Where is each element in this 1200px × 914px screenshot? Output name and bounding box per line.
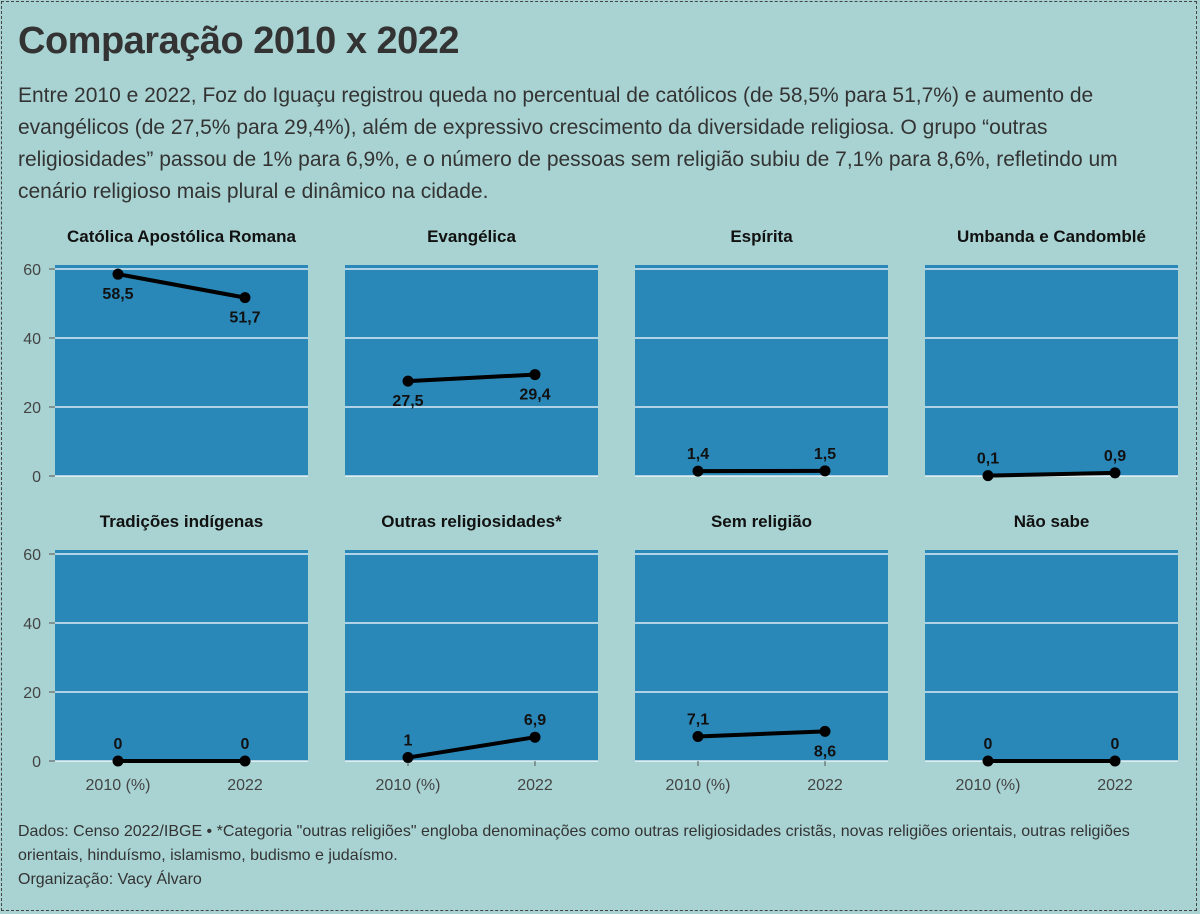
data-point-evangelica (402, 375, 414, 387)
panel-espirita (635, 265, 888, 476)
panel-umbanda-e-candomble (925, 265, 1178, 476)
data-point-evangelica (529, 369, 541, 381)
panel-title-catolica-apostolica-romana: Católica Apostólica Romana (67, 227, 296, 246)
data-point-outras-religiosidades (402, 752, 414, 764)
data-label-outras-religiosidades: 6,9 (524, 712, 546, 729)
data-point-sem-religiao (692, 731, 704, 743)
y-tick-label: 60 (23, 547, 41, 564)
y-tick-label: 0 (32, 469, 41, 486)
data-label-tradicoes-indigenas: 0 (114, 736, 123, 753)
data-label-sem-religiao: 7,1 (687, 712, 709, 729)
panel-title-umbanda-e-candomble: Umbanda e Candomblé (957, 227, 1146, 246)
data-label-catolica-apostolica-romana: 58,5 (102, 286, 133, 303)
x-tick-label: 2022 (227, 777, 263, 794)
panel-title-outras-religiosidades: Outras religiosidades* (381, 512, 562, 531)
data-point-tradicoes-indigenas (239, 755, 251, 767)
data-label-catolica-apostolica-romana: 51,7 (229, 310, 260, 327)
chart-subtitle: Entre 2010 e 2022, Foz do Iguaçu registr… (18, 84, 1118, 203)
panel-nao-sabe (925, 550, 1178, 761)
data-point-umbanda-e-candomble (1109, 467, 1121, 479)
data-label-umbanda-e-candomble: 0,1 (977, 451, 999, 468)
data-label-sem-religiao: 8,6 (814, 743, 836, 760)
data-label-evangelica: 27,5 (392, 393, 423, 410)
data-point-espirita (819, 465, 831, 477)
x-tick-label: 2010 (%) (666, 777, 731, 794)
data-point-nao-sabe (1109, 755, 1121, 767)
chart-caption: Dados: Censo 2022/IBGE • *Categoria "out… (18, 820, 1178, 892)
panel-outras-religiosidades (345, 550, 598, 761)
y-tick-label: 40 (23, 331, 41, 348)
data-point-espirita (692, 465, 704, 477)
data-point-umbanda-e-candomble (982, 470, 994, 482)
y-tick-label: 60 (23, 262, 41, 279)
data-label-tradicoes-indigenas: 0 (241, 736, 250, 753)
series-line-umbanda-e-candomble (986, 470, 1117, 478)
y-tick-label: 20 (23, 685, 41, 702)
data-label-evangelica: 29,4 (519, 387, 550, 404)
data-label-umbanda-e-candomble: 0,9 (1104, 448, 1126, 465)
data-label-nao-sabe: 0 (1111, 736, 1120, 753)
x-tick-label: 2022 (807, 777, 843, 794)
data-label-espirita: 1,5 (814, 446, 836, 463)
x-tick-label: 2010 (%) (956, 777, 1021, 794)
caption-source: Dados: Censo 2022/IBGE • *Categoria "out… (18, 823, 1130, 864)
panel-tradicoes-indigenas (55, 550, 308, 761)
data-point-catolica-apostolica-romana (112, 268, 124, 280)
series-line-evangelica (406, 372, 537, 384)
panel-title-espirita: Espírita (730, 227, 793, 246)
data-label-nao-sabe: 0 (984, 736, 993, 753)
data-point-tradicoes-indigenas (112, 755, 124, 767)
series-line-outras-religiosidades (406, 735, 537, 760)
x-tick-label: 2010 (%) (86, 777, 151, 794)
x-tick-label: 2010 (%) (376, 777, 441, 794)
panel-evangelica (345, 265, 598, 476)
series-line-sem-religiao (696, 729, 827, 739)
y-tick-label: 20 (23, 400, 41, 417)
x-tick-label: 2022 (517, 777, 553, 794)
panel-title-evangelica: Evangélica (427, 227, 516, 246)
chart-title: Comparação 2010 x 2022 (18, 20, 460, 62)
panel-title-tradicoes-indigenas: Tradições indígenas (100, 512, 263, 531)
x-tick-label: 2022 (1097, 777, 1133, 794)
series-line-catolica-apostolica-romana (116, 272, 247, 300)
panel-sem-religiao (635, 550, 888, 761)
data-point-nao-sabe (982, 755, 994, 767)
panel-title-nao-sabe: Não sabe (1014, 512, 1090, 531)
data-point-outras-religiosidades (529, 731, 541, 743)
y-tick-label: 0 (32, 754, 41, 771)
data-point-catolica-apostolica-romana (239, 292, 251, 304)
y-tick-label: 40 (23, 616, 41, 633)
panel-catolica-apostolica-romana (55, 265, 308, 476)
data-label-outras-religiosidades: 1 (404, 733, 413, 750)
panel-title-sem-religiao: Sem religião (711, 512, 812, 531)
caption-organization: Organização: Vacy Álvaro (18, 871, 202, 888)
data-point-sem-religiao (819, 725, 831, 737)
data-label-espirita: 1,4 (687, 446, 709, 463)
